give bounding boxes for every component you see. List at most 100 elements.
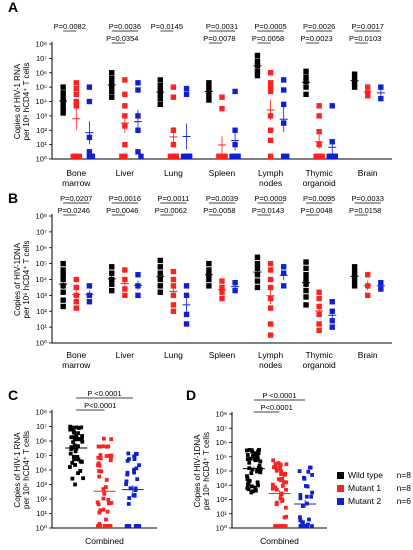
data-point-mutant-1 bbox=[219, 105, 225, 112]
data-point-mutant-2 bbox=[304, 494, 309, 499]
data-point-wild-type bbox=[351, 283, 358, 289]
data-point-mutant-1 bbox=[284, 514, 289, 519]
data-point-mutant-1 bbox=[219, 278, 225, 284]
category-label: Thymic organoid bbox=[303, 168, 336, 188]
data-point-wild-type bbox=[60, 272, 66, 278]
data-point-mutant-1 bbox=[73, 98, 79, 105]
data-point-mutant-1 bbox=[97, 510, 102, 515]
data-point-mutant-2 bbox=[86, 153, 93, 159]
data-point-mutant-2 bbox=[235, 153, 241, 159]
data-point-mutant-2 bbox=[183, 283, 190, 289]
data-point-mutant-2 bbox=[329, 153, 335, 159]
category-label-line: marrow bbox=[62, 178, 91, 188]
data-point-mutant-1 bbox=[170, 276, 177, 283]
data-point-mutant-1 bbox=[316, 327, 322, 333]
data-point-mutant-1 bbox=[109, 501, 114, 505]
data-point-wild-type bbox=[254, 254, 261, 260]
p-value-label: P=0.0207 bbox=[60, 194, 92, 203]
data-point-mutant-1 bbox=[365, 292, 371, 299]
category-label: Bone marrow bbox=[62, 168, 91, 188]
data-point-mutant-1 bbox=[280, 484, 285, 488]
data-point-wild-type bbox=[71, 429, 76, 434]
y-tick-label: 10⁰ bbox=[36, 155, 47, 164]
data-point-mutant-2 bbox=[232, 287, 238, 294]
data-point-wild-type bbox=[303, 68, 309, 75]
panel-label: B bbox=[8, 190, 18, 206]
category-label: Lymph nodes bbox=[258, 350, 283, 370]
legend-swatch bbox=[337, 485, 344, 492]
p-value-label: P<0.0001 bbox=[261, 403, 293, 412]
data-point-wild-type bbox=[72, 435, 77, 440]
data-point-mutant-1 bbox=[73, 284, 79, 291]
panel-label: C bbox=[8, 387, 18, 403]
data-point-mutant-2 bbox=[378, 84, 384, 90]
data-point-mutant-2 bbox=[134, 452, 139, 456]
y-tick-label: 10⁴ bbox=[35, 97, 47, 106]
y-tick-label: 10⁴ bbox=[35, 275, 47, 284]
data-point-mutant-2 bbox=[127, 496, 132, 500]
p-value-label: P=0.0354 bbox=[106, 34, 138, 43]
data-point-mutant-1 bbox=[274, 468, 279, 473]
data-point-wild-type bbox=[76, 471, 80, 476]
data-point-wild-type bbox=[250, 454, 255, 459]
data-point-wild-type bbox=[60, 303, 66, 310]
y-tick-label: 10¹ bbox=[36, 140, 47, 149]
data-point-mutant-2 bbox=[329, 103, 335, 109]
data-point-mutant-2 bbox=[280, 283, 287, 289]
y-tick-label: 10¹ bbox=[216, 509, 227, 518]
data-point-wild-type bbox=[254, 58, 261, 64]
panel-label: A bbox=[8, 0, 18, 15]
p-value-label: P=0.0143 bbox=[252, 206, 284, 215]
panel-label: D bbox=[186, 387, 196, 403]
data-point-wild-type bbox=[75, 454, 80, 459]
data-point-mutant-2 bbox=[307, 517, 311, 522]
data-point-mutant-2 bbox=[298, 515, 302, 520]
p-value-label: P=0.0033 bbox=[352, 194, 384, 203]
y-tick-label: 10⁵ bbox=[36, 259, 47, 268]
data-point-mutant-1 bbox=[76, 153, 82, 159]
y-axis-label: Copies of HIV-1DNAper 10⁶ hCD4⁺ T cells bbox=[13, 241, 31, 319]
data-point-wild-type bbox=[244, 448, 249, 453]
data-point-wild-type bbox=[206, 84, 212, 90]
data-point-wild-type bbox=[303, 259, 309, 265]
data-point-wild-type bbox=[351, 278, 358, 284]
data-point-wild-type bbox=[68, 427, 73, 432]
data-point-wild-type bbox=[72, 457, 77, 462]
data-point-mutant-2 bbox=[183, 85, 190, 92]
p-value-label: P=0.0078 bbox=[203, 34, 235, 43]
data-point-mutant-2 bbox=[124, 479, 129, 484]
y-tick-label: 10¹ bbox=[36, 509, 47, 518]
data-point-mutant-2 bbox=[125, 472, 130, 477]
data-point-wild-type bbox=[247, 478, 252, 483]
panel-a: A 10⁰ 10¹ 10² 10³ 10⁴ 10⁵ 10⁶ 10⁷ 10⁸ Copies of HI… bbox=[8, 0, 392, 188]
data-point-mutant-2 bbox=[297, 469, 302, 474]
y-tick-label: 10⁵ bbox=[216, 452, 227, 461]
category-label-line: Thymic bbox=[305, 350, 333, 360]
data-point-mutant-1 bbox=[73, 305, 79, 311]
p-value-label: P=0.0005 bbox=[254, 22, 286, 31]
data-point-wild-type bbox=[71, 440, 76, 445]
y-tick-label: 10⁰ bbox=[36, 524, 47, 533]
data-point-mutant-2 bbox=[135, 272, 141, 278]
data-point-mutant-2 bbox=[135, 477, 140, 482]
data-point-mutant-1 bbox=[281, 524, 285, 528]
data-point-wild-type bbox=[254, 72, 261, 79]
data-point-wild-type bbox=[255, 469, 259, 474]
data-point-mutant-2 bbox=[183, 91, 190, 98]
p-value-label: P=0.0023 bbox=[300, 34, 332, 43]
data-point-wild-type bbox=[254, 278, 261, 284]
data-point-mutant-2 bbox=[138, 153, 144, 159]
data-point-mutant-1 bbox=[103, 524, 108, 528]
data-point-mutant-1 bbox=[119, 153, 125, 159]
data-point-wild-type bbox=[256, 457, 261, 462]
category-label-line: Combined bbox=[85, 536, 124, 546]
data-point-mutant-1 bbox=[276, 477, 281, 482]
y-tick-label: 10⁶ bbox=[36, 68, 47, 77]
data-point-mutant-1 bbox=[96, 524, 101, 528]
data-point-mutant-1 bbox=[122, 77, 128, 83]
data-point-mutant-1 bbox=[97, 463, 102, 468]
data-point-mutant-2 bbox=[283, 153, 290, 159]
data-point-mutant-2 bbox=[186, 153, 193, 159]
data-point-wild-type bbox=[252, 456, 257, 461]
y-tick-label: 10⁴ bbox=[35, 466, 47, 475]
